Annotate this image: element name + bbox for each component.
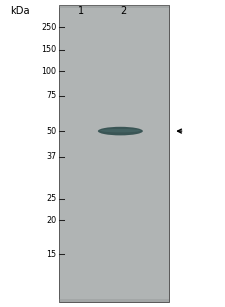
Text: 15: 15 (46, 250, 56, 259)
Bar (58, 5, 169, 8)
Text: 250: 250 (41, 22, 56, 32)
Text: 1: 1 (78, 6, 84, 16)
Text: 37: 37 (46, 152, 56, 161)
Text: 20: 20 (46, 216, 56, 225)
Bar (58, 299, 169, 302)
Text: 100: 100 (41, 67, 56, 76)
Text: kDa: kDa (10, 6, 30, 16)
Ellipse shape (100, 129, 141, 132)
Ellipse shape (98, 127, 143, 135)
Text: 75: 75 (46, 91, 56, 100)
Text: 150: 150 (41, 45, 56, 54)
Text: 50: 50 (46, 126, 56, 136)
Text: 2: 2 (121, 6, 127, 16)
Bar (58, 5, 169, 302)
Text: 25: 25 (46, 194, 56, 204)
